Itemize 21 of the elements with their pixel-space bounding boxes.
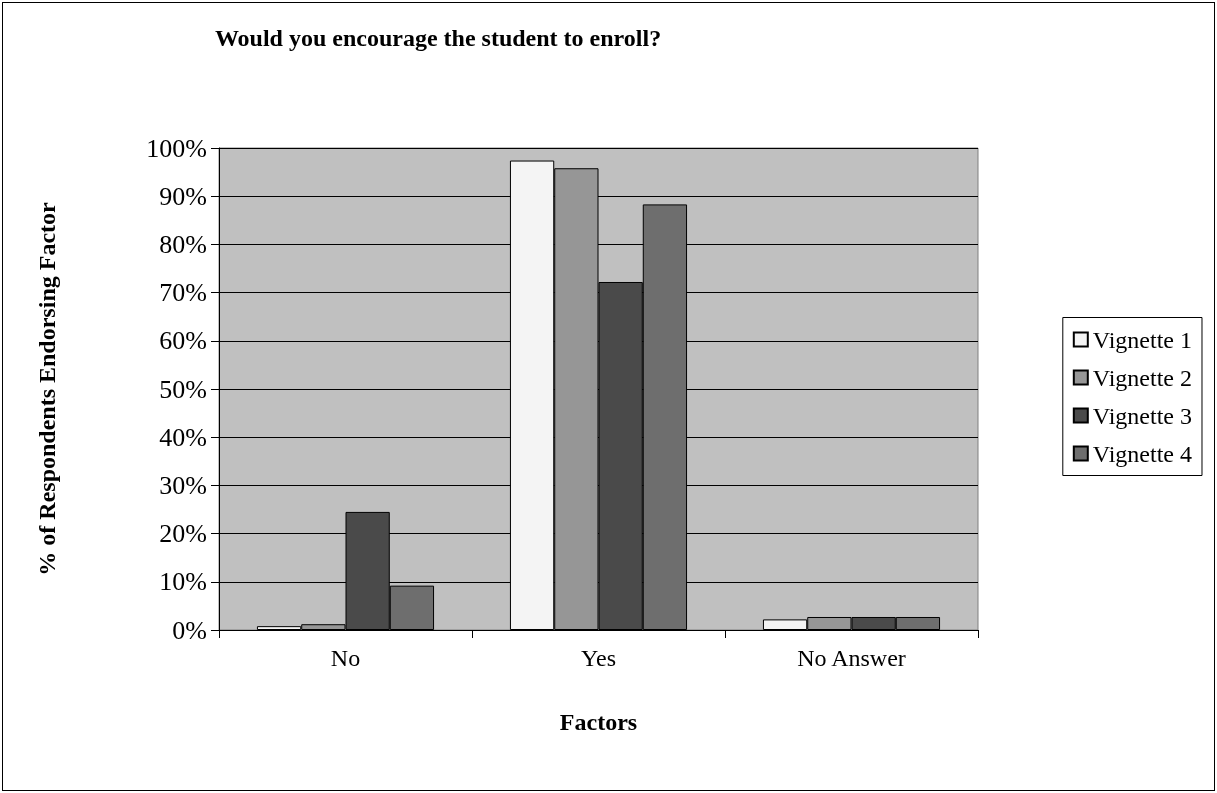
y-tick-label: 40% [159,422,207,452]
legend-label: Vignette 1 [1092,326,1192,353]
x-tick-label: No [330,645,361,671]
y-tick-label: 60% [159,326,207,356]
y-axis-title: % of Respondents Endorsing Factor [34,201,60,576]
y-tick-label: 20% [159,519,207,549]
legend-label: Vignette 4 [1092,440,1192,467]
legend-label: Vignette 3 [1092,402,1192,429]
y-tick-label: 100% [146,133,207,163]
x-axis-title: Factors [559,709,638,735]
legend-label: Vignette 2 [1092,364,1192,391]
x-tick-label: No Answer [797,645,906,671]
y-tick-label: 50% [159,374,207,404]
y-tick-label: 70% [159,278,207,308]
y-tick-label: 30% [159,470,207,500]
y-tick-label: 90% [159,181,207,211]
y-tick-label: 0% [172,615,207,645]
x-tick-label: Yes [581,645,616,671]
y-tick-label: 80% [159,229,207,259]
chart-title: Would you encourage the student to enroll? [214,25,662,51]
y-tick-label: 10% [159,567,207,597]
